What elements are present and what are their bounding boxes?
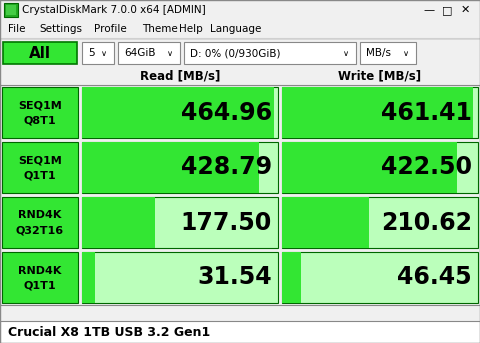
Text: 461.41: 461.41	[381, 100, 472, 125]
Text: MB/s: MB/s	[366, 48, 391, 58]
Text: ∨: ∨	[343, 48, 349, 58]
Bar	[0, 67, 480, 85]
Text: 464.96: 464.96	[181, 100, 272, 125]
Text: □: □	[442, 5, 452, 15]
Text: 5: 5	[88, 48, 95, 58]
Text: ✕: ✕	[460, 5, 470, 15]
Bar	[3, 42, 77, 64]
Text: All: All	[29, 46, 51, 60]
Text: Settings: Settings	[39, 24, 82, 34]
Bar	[282, 142, 457, 193]
Text: 210.62: 210.62	[381, 211, 472, 235]
Text: 46.45: 46.45	[397, 265, 472, 289]
Text: Language: Language	[210, 24, 262, 34]
Bar	[82, 252, 278, 303]
Bar	[118, 42, 180, 64]
Text: 64GiB: 64GiB	[124, 48, 156, 58]
Text: ∨: ∨	[167, 48, 173, 58]
Text: 177.50: 177.50	[181, 211, 272, 235]
Text: Q32T16: Q32T16	[16, 225, 64, 236]
Text: RND4K: RND4K	[18, 265, 62, 275]
Text: Q8T1: Q8T1	[24, 116, 56, 126]
Text: SEQ1M: SEQ1M	[18, 100, 62, 110]
Text: CrystalDiskMark 7.0.0 x64 [ADMIN]: CrystalDiskMark 7.0.0 x64 [ADMIN]	[22, 5, 206, 15]
Bar	[82, 87, 278, 138]
Bar	[282, 87, 478, 138]
Bar	[82, 142, 278, 193]
Text: Read [MB/s]: Read [MB/s]	[140, 70, 220, 83]
Bar	[360, 42, 416, 64]
Text: D: 0% (0/930GiB): D: 0% (0/930GiB)	[190, 48, 280, 58]
Bar	[2, 87, 78, 138]
Bar	[0, 321, 480, 343]
Text: —: —	[423, 5, 434, 15]
Text: Write [MB/s]: Write [MB/s]	[338, 70, 421, 83]
Bar	[82, 197, 278, 248]
Bar	[0, 85, 480, 305]
Bar	[2, 197, 78, 248]
Text: Q1T1: Q1T1	[24, 170, 56, 180]
Bar	[282, 197, 478, 248]
Text: Theme: Theme	[142, 24, 178, 34]
Bar	[0, 39, 480, 67]
Text: 31.54: 31.54	[197, 265, 272, 289]
Text: RND4K: RND4K	[18, 211, 62, 221]
Text: 428.79: 428.79	[181, 155, 272, 179]
Bar	[282, 252, 478, 303]
Bar	[82, 252, 95, 303]
Bar	[82, 142, 259, 193]
Bar	[6, 5, 16, 15]
Bar	[82, 87, 274, 138]
Text: ∨: ∨	[403, 48, 409, 58]
Bar	[82, 42, 114, 64]
Text: Help: Help	[179, 24, 203, 34]
Bar	[82, 197, 156, 248]
Text: ∨: ∨	[101, 48, 107, 58]
Text: 422.50: 422.50	[381, 155, 472, 179]
Text: Crucial X8 1TB USB 3.2 Gen1: Crucial X8 1TB USB 3.2 Gen1	[8, 326, 210, 339]
Bar	[0, 20, 480, 38]
Bar	[282, 142, 478, 193]
Bar	[2, 142, 78, 193]
Bar	[2, 252, 78, 303]
Text: Q1T1: Q1T1	[24, 281, 56, 291]
Text: SEQ1M: SEQ1M	[18, 155, 62, 166]
Bar	[4, 3, 18, 17]
Bar	[0, 0, 480, 20]
Bar	[282, 197, 369, 248]
Bar	[282, 252, 301, 303]
Bar	[184, 42, 356, 64]
Text: Profile: Profile	[94, 24, 126, 34]
Bar	[282, 87, 473, 138]
Text: File: File	[8, 24, 25, 34]
